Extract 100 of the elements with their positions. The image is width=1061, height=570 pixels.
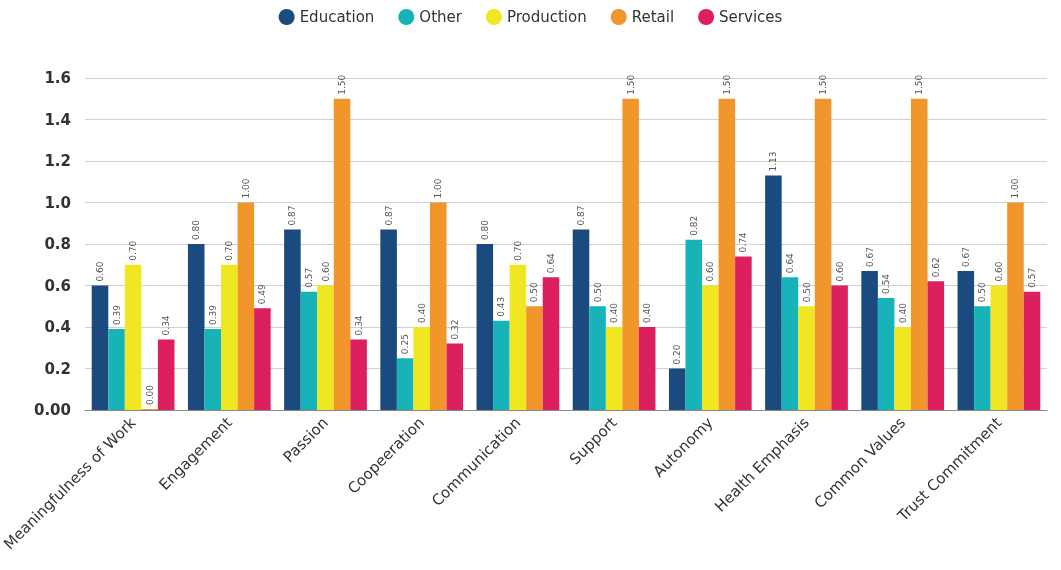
data-label: 0.60 xyxy=(95,261,106,282)
data-label: 0.60 xyxy=(705,261,716,282)
data-label: 0.60 xyxy=(320,261,331,282)
y-tick-label: 1.4 xyxy=(44,110,71,129)
y-tick-label: 1.0 xyxy=(44,193,71,212)
bar xyxy=(990,285,1008,410)
bar xyxy=(798,306,815,410)
data-label: 0.43 xyxy=(496,296,507,317)
data-label: 1.00 xyxy=(1010,178,1021,199)
bar xyxy=(831,285,848,410)
bar xyxy=(765,175,782,410)
bar xyxy=(380,229,397,410)
bar xyxy=(284,229,301,410)
data-label: 0.70 xyxy=(512,240,523,261)
data-label: 0.54 xyxy=(881,273,892,294)
bar xyxy=(493,320,510,410)
data-label: 0.50 xyxy=(801,281,812,303)
data-label: 0.00 xyxy=(144,384,155,405)
data-label: 0.49 xyxy=(257,284,268,305)
bar xyxy=(91,285,109,410)
bar xyxy=(317,285,334,410)
y-tick-label: 1.6 xyxy=(44,69,71,87)
bar xyxy=(814,98,832,410)
data-label: 1.50 xyxy=(914,74,925,95)
legend-label: Production xyxy=(506,8,587,26)
legend-label: Services xyxy=(719,8,783,26)
data-label: 1.50 xyxy=(721,74,732,95)
bar xyxy=(781,277,799,410)
bar xyxy=(668,368,686,410)
data-label: 0.40 xyxy=(416,302,427,323)
bar xyxy=(894,327,911,410)
data-label: 0.74 xyxy=(738,232,749,253)
data-label: 0.40 xyxy=(609,302,620,323)
bar xyxy=(974,306,991,410)
bar xyxy=(333,98,351,410)
bar xyxy=(910,98,928,410)
y-tick-label: 0.6 xyxy=(44,276,71,295)
bar xyxy=(413,327,430,410)
data-label: 0.50 xyxy=(529,281,540,303)
data-label: 0.32 xyxy=(449,319,460,340)
bar xyxy=(735,256,752,410)
bar xyxy=(509,264,527,410)
legend-label: Retail xyxy=(631,8,675,26)
bar xyxy=(476,244,494,410)
data-label: 0.57 xyxy=(303,267,314,288)
bar xyxy=(572,229,590,410)
data-label: 0.60 xyxy=(993,261,1004,282)
data-label: 0.40 xyxy=(897,302,908,323)
bar xyxy=(157,339,175,410)
data-label: 0.34 xyxy=(161,315,172,336)
bar xyxy=(702,285,719,410)
data-label: 1.50 xyxy=(625,74,636,95)
bar xyxy=(638,327,656,410)
data-label: 0.39 xyxy=(111,304,122,326)
bar xyxy=(237,202,255,410)
bar xyxy=(350,339,367,410)
bar xyxy=(685,239,703,410)
data-label: 0.20 xyxy=(672,344,683,365)
legend-label: Other xyxy=(419,8,463,26)
data-label: 0.40 xyxy=(642,302,653,323)
bar xyxy=(1007,202,1024,410)
y-tick-label: 0.2 xyxy=(44,359,71,378)
bar xyxy=(446,343,464,410)
bar xyxy=(396,358,414,410)
bar xyxy=(718,98,736,410)
data-label: 1.50 xyxy=(818,74,829,95)
bar xyxy=(108,329,125,410)
y-tick-label: 0.8 xyxy=(44,235,71,253)
bar xyxy=(589,306,606,410)
bar xyxy=(861,270,878,410)
data-label: 0.70 xyxy=(128,240,139,261)
data-label: 0.50 xyxy=(592,281,603,303)
data-label: 0.39 xyxy=(207,304,218,326)
data-label: 0.70 xyxy=(224,240,235,261)
data-label: 0.64 xyxy=(545,252,556,274)
data-label: 0.87 xyxy=(576,205,587,226)
y-tick-label: 0.00 xyxy=(33,401,71,419)
data-label: 0.57 xyxy=(1026,267,1037,288)
data-label: 0.67 xyxy=(864,246,875,267)
bar xyxy=(957,270,975,410)
data-label: 0.34 xyxy=(353,315,364,336)
data-label: 0.62 xyxy=(930,257,941,278)
bar xyxy=(542,277,560,410)
y-tick-label: 1.2 xyxy=(44,152,71,170)
data-label: 0.87 xyxy=(287,205,298,226)
bar xyxy=(526,306,543,410)
data-label: 0.80 xyxy=(191,219,202,240)
bar xyxy=(187,244,205,410)
bar xyxy=(300,291,318,410)
bar xyxy=(254,308,271,410)
bar xyxy=(124,264,142,410)
data-label: 1.50 xyxy=(337,74,348,95)
data-label: 0.80 xyxy=(479,219,490,240)
data-label: 0.64 xyxy=(784,252,795,274)
bar xyxy=(429,202,447,410)
data-label: 0.50 xyxy=(977,281,988,303)
bar xyxy=(1023,291,1041,410)
bar xyxy=(877,297,895,410)
data-label: 0.60 xyxy=(834,261,845,282)
legend-label: Education xyxy=(299,8,375,26)
